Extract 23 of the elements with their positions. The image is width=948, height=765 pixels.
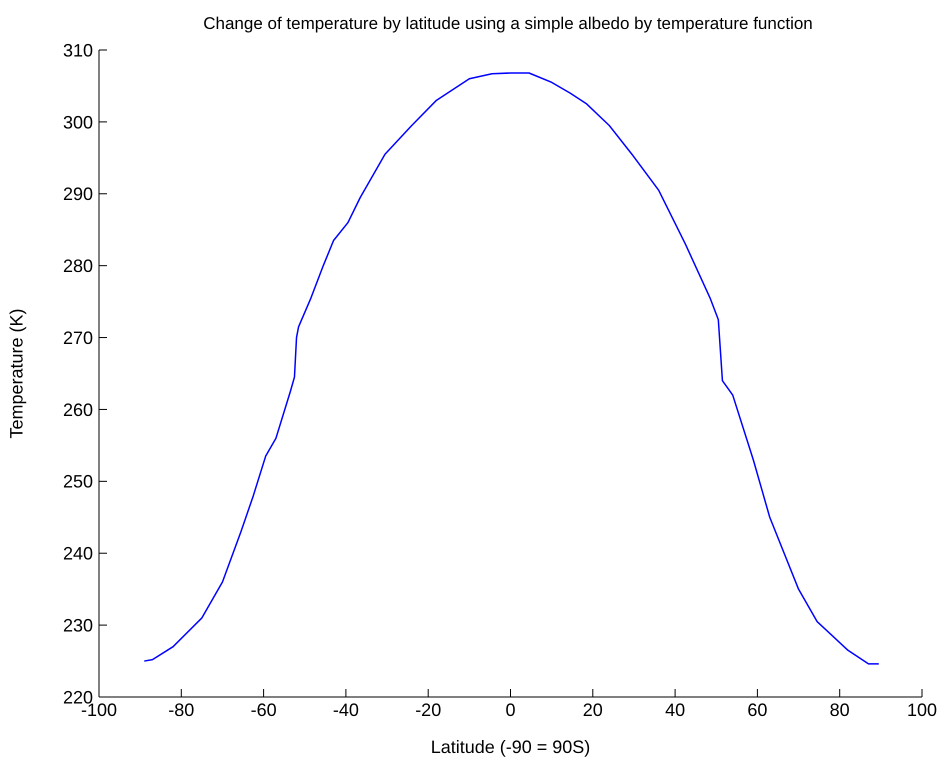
y-tick-label: 260 [62,400,93,420]
x-tick-label: 0 [505,700,516,720]
y-tick-label: 290 [62,184,93,204]
y-tick-label: 310 [62,40,93,60]
x-tick-label: -80 [168,700,194,720]
y-tick-label: 250 [62,472,93,492]
y-tick-label: 280 [62,256,93,276]
x-tick-label: 40 [665,700,686,720]
x-tick-label: -40 [332,700,359,720]
y-tick-label: 240 [62,544,93,564]
y-axis-title: Temperature (K) [6,308,26,439]
y-tick-label: 270 [62,328,93,348]
x-axis-title: Latitude (-90 = 90S) [430,737,590,757]
x-tick-label: 80 [830,700,850,720]
line-series [144,72,880,665]
y-tick-label: 300 [62,112,93,132]
x-tick-label: 20 [582,700,603,720]
x-tick-label: -60 [250,700,277,720]
chart-title: Change of temperature by latitude using a simple albedo by temperature function [202,14,814,34]
y-tick-label: 230 [62,616,93,636]
x-tick-label: -20 [415,700,442,720]
x-tick-label: 100 [906,700,938,720]
x-tick-label: 60 [747,700,768,720]
